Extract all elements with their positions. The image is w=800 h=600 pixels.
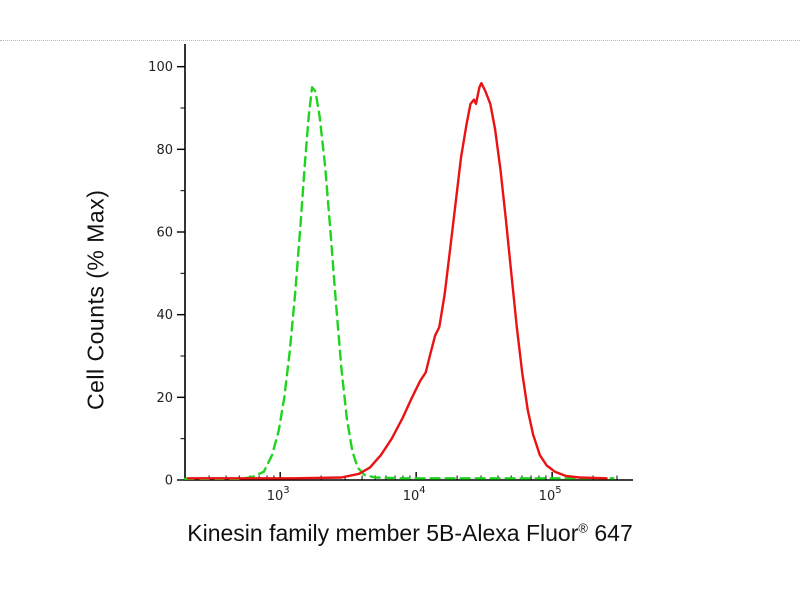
series-curve-negative-control [183,86,615,480]
y-tick-label: 80 [156,143,173,158]
x-tick-label: 104 [403,485,426,504]
registered-trademark-icon: ® [578,520,588,536]
series-curve-kinesin-family-member-5b-alexa-fluor-647 [186,81,608,480]
y-tick-label: 60 [156,226,173,241]
y-tick-label: 40 [156,308,173,323]
y-axis-title-text: Cell Counts (% Max) [82,189,109,411]
page-top-divider [0,40,800,41]
x-axis-title: Kinesin family member 5B-Alexa Fluor® 64… [90,520,730,547]
x-tick-label: 105 [539,485,562,504]
y-axis-title: Cell Counts (% Max) [66,130,126,470]
x-axis-title-main: Kinesin family member 5B-Alexa Fluor [187,520,579,546]
x-tick-label: 103 [267,485,290,504]
y-tick-label: 100 [148,60,173,75]
y-tick-label: 20 [156,391,173,406]
x-axis-title-suffix: 647 [587,520,633,546]
y-tick-label: 0 [165,474,173,489]
